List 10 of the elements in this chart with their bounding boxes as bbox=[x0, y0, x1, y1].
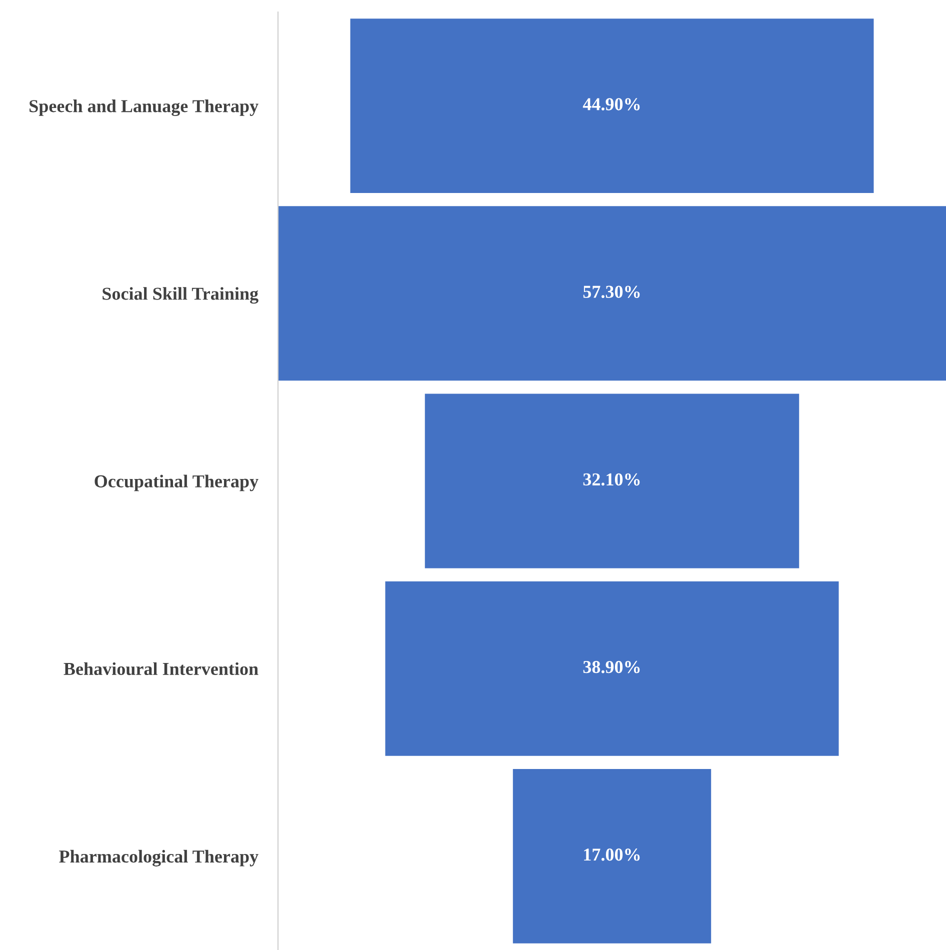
data-label: 57.30% bbox=[583, 286, 640, 298]
data-label: 38.90% bbox=[583, 660, 640, 674]
category-label: Social Skill Training bbox=[102, 287, 258, 304]
data-label: 17.00% bbox=[584, 848, 640, 861]
category-label: Occupatinal Therapy bbox=[94, 474, 258, 492]
category-label: Speech and Lanuage Therapy bbox=[30, 100, 258, 116]
category-label: Pharmacological Therapy bbox=[59, 850, 258, 866]
category-label: Behavioural Intervention bbox=[64, 662, 258, 676]
data-label: 32.10% bbox=[583, 473, 640, 486]
data-label: 44.90% bbox=[582, 98, 640, 110]
